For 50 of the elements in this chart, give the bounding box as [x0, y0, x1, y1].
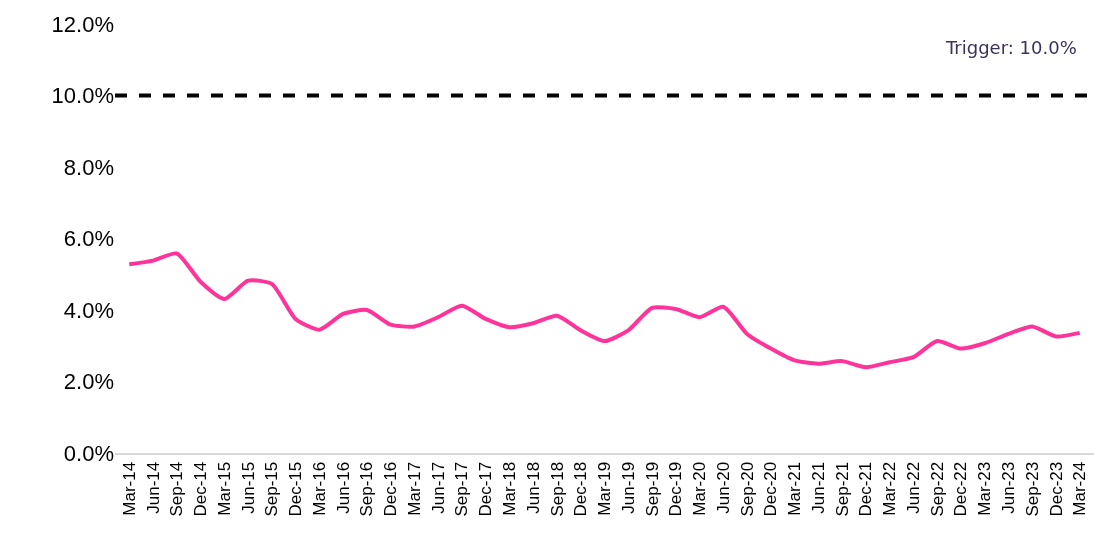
- x-tick-label: Mar-20: [690, 461, 710, 516]
- x-tick-label: Sep-16: [357, 461, 377, 517]
- x-tick-label: Jun-22: [903, 461, 923, 514]
- x-tick-label: Dec-17: [476, 461, 496, 517]
- x-tick-label: Dec-22: [951, 461, 971, 517]
- x-tick-label: Jun-20: [713, 461, 733, 514]
- x-tick-label: Jun-15: [238, 461, 258, 514]
- y-tick-label: 12.0%: [51, 11, 114, 37]
- y-tick-label: 2.0%: [63, 369, 114, 395]
- x-tick-label: Dec-20: [761, 461, 781, 517]
- x-tick-label: Jun-17: [428, 461, 448, 514]
- x-tick-label: Mar-22: [880, 461, 900, 516]
- y-tick-label: 10.0%: [51, 83, 114, 109]
- line-series: [127, 251, 1082, 370]
- x-tick-label: Sep-19: [642, 461, 662, 517]
- x-tick-label: Jun-19: [618, 461, 638, 514]
- x-tick-label: Mar-16: [309, 461, 329, 516]
- x-tick-label: Sep-14: [167, 461, 187, 517]
- x-tick-label: Mar-21: [785, 461, 805, 516]
- x-tick-label: Jun-21: [808, 461, 828, 514]
- y-tick-label: 6.0%: [63, 226, 114, 252]
- x-tick-label: Sep-20: [737, 461, 757, 517]
- x-tick-label: Jun-18: [523, 461, 543, 514]
- x-tick-label: Sep-17: [452, 461, 472, 517]
- x-tick-label: Sep-23: [1022, 461, 1042, 517]
- x-tick-label: Dec-19: [666, 461, 686, 517]
- x-tick-label: Mar-18: [499, 461, 519, 516]
- x-tick-label: Mar-23: [975, 461, 995, 516]
- x-tick-label: Mar-15: [214, 461, 234, 516]
- x-tick-label: Sep-18: [547, 461, 567, 517]
- x-tick-label: Dec-16: [381, 461, 401, 517]
- ref-line-label: Trigger: 10.0%: [945, 37, 1077, 58]
- x-tick-label: Jun-23: [998, 461, 1018, 514]
- x-tick-label: Dec-14: [191, 461, 211, 517]
- x-tick-label: Sep-22: [927, 461, 947, 517]
- x-tick-label: Jun-14: [143, 461, 163, 514]
- y-tick-label: 0.0%: [63, 440, 114, 466]
- x-tick-label: Mar-17: [404, 461, 424, 516]
- x-tick-label: Mar-24: [1070, 461, 1090, 516]
- x-tick-label: Sep-21: [832, 461, 852, 517]
- x-tick-label: Dec-23: [1046, 461, 1066, 517]
- x-tick-label: Dec-18: [571, 461, 591, 517]
- x-tick-label: Sep-15: [262, 461, 282, 517]
- y-tick-label: 8.0%: [63, 154, 114, 180]
- x-tick-label: Dec-21: [856, 461, 876, 517]
- y-tick-label: 4.0%: [63, 297, 114, 323]
- x-tick-label: Jun-16: [333, 461, 353, 514]
- x-tick-label: Mar-19: [595, 461, 615, 516]
- x-tick-label: Mar-14: [119, 461, 139, 516]
- x-tick-label: Dec-15: [286, 461, 306, 517]
